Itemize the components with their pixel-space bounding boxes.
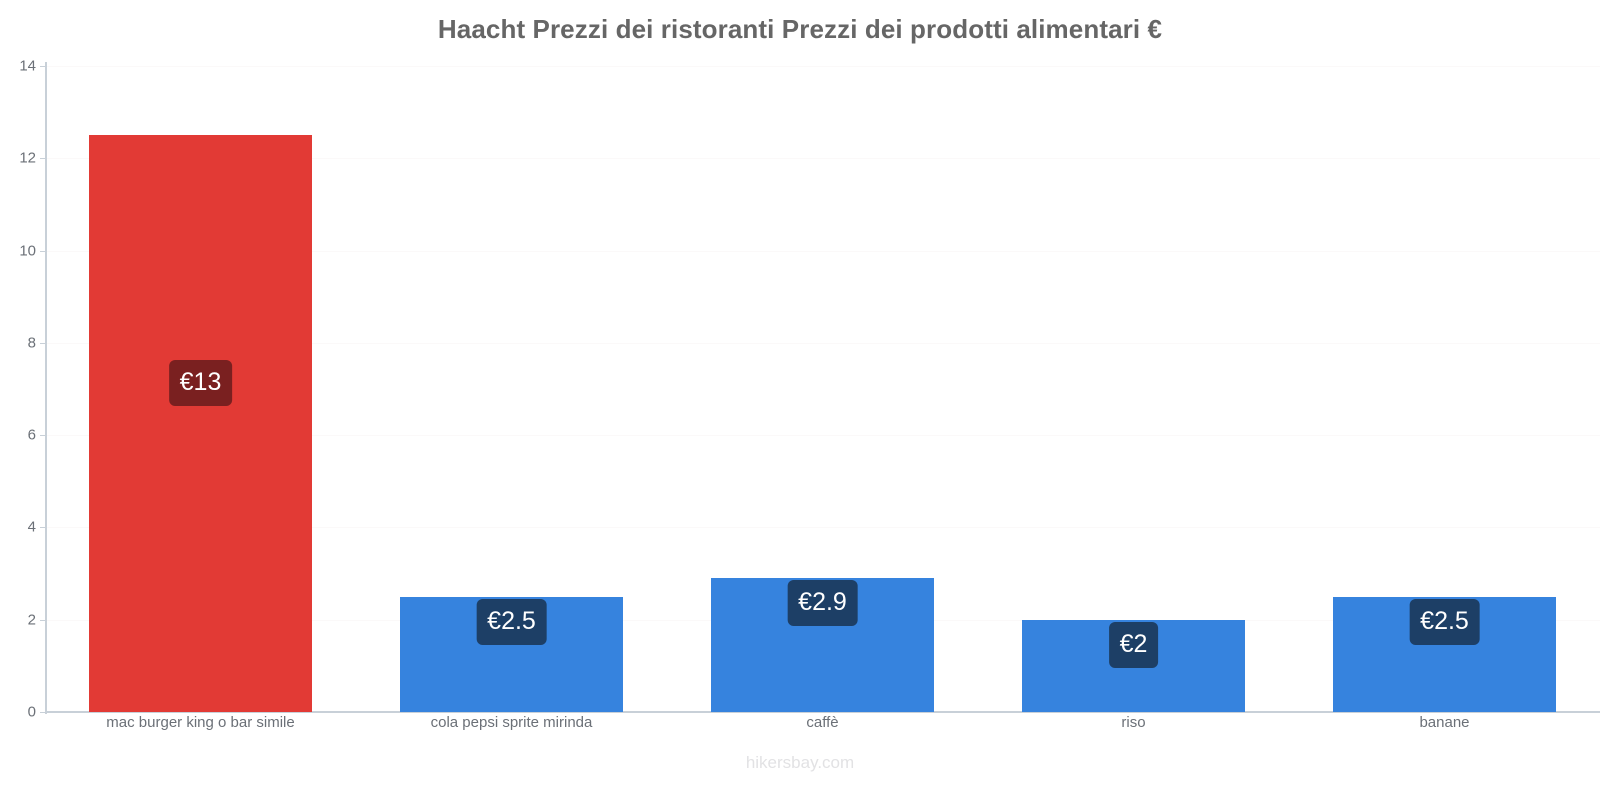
bar-value-label: €2 xyxy=(1108,621,1159,668)
gridline xyxy=(45,435,1600,437)
x-axis-tick-label: banane xyxy=(1419,714,1470,731)
x-axis-tick-label: riso xyxy=(1121,714,1146,731)
gridline xyxy=(45,66,1600,67)
chart-title: Haacht Prezzi dei ristoranti Prezzi dei … xyxy=(437,14,1163,44)
y-axis-tick-label: 14 xyxy=(19,57,36,75)
y-axis-tick-mark xyxy=(40,435,46,437)
y-axis-tick-label: 0 xyxy=(27,703,36,721)
bar[interactable] xyxy=(88,135,313,712)
footer-source: hikersbay.com xyxy=(745,753,855,772)
y-axis-tick-mark xyxy=(40,250,46,252)
y-axis-tick-mark xyxy=(40,158,46,160)
bar-value-label: €2.5 xyxy=(1409,598,1480,645)
bar-value-label: €2.9 xyxy=(787,580,858,627)
gridline xyxy=(45,342,1600,344)
y-axis-tick-label: 2 xyxy=(27,611,36,629)
gridline xyxy=(45,527,1600,529)
bar-value-label: €2.5 xyxy=(476,598,547,645)
x-axis-tick-label: caffè xyxy=(806,714,839,731)
x-axis-line xyxy=(45,711,1600,713)
gridline xyxy=(45,250,1600,252)
y-axis-line xyxy=(45,62,47,714)
y-axis-tick-mark xyxy=(40,712,46,713)
y-axis-tick-mark xyxy=(40,66,46,67)
y-axis-tick-mark xyxy=(40,619,46,621)
gridline xyxy=(45,158,1600,160)
y-axis-tick-mark xyxy=(40,527,46,529)
bar-value-label: €13 xyxy=(168,360,233,407)
y-axis-tick-mark xyxy=(40,342,46,344)
y-axis-tick-label: 8 xyxy=(27,334,36,352)
x-axis-tick-label: mac burger king o bar simile xyxy=(106,714,295,731)
y-axis-tick-label: 12 xyxy=(19,149,36,167)
y-axis-tick-label: 10 xyxy=(19,242,36,260)
y-axis-tick-label: 4 xyxy=(27,518,36,536)
x-axis-tick-label: cola pepsi sprite mirinda xyxy=(430,714,593,731)
y-axis-tick-label: 6 xyxy=(27,426,36,444)
